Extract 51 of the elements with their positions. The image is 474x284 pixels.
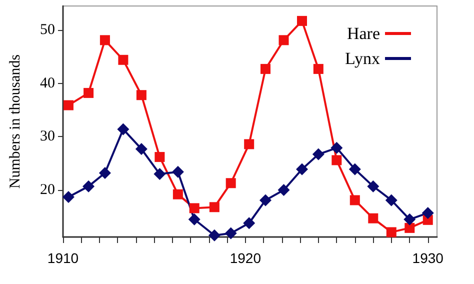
- point: [296, 16, 307, 26]
- point: [350, 195, 360, 206]
- point: [404, 222, 415, 233]
- point: [118, 54, 128, 65]
- point: [135, 142, 148, 155]
- point: [84, 88, 94, 98]
- x-tick-label: 1910: [47, 250, 79, 266]
- point: [332, 155, 342, 166]
- point: [172, 189, 183, 200]
- x-tick-label: 1930: [412, 250, 444, 266]
- point: [224, 227, 237, 240]
- point: [244, 139, 254, 150]
- point: [98, 166, 111, 179]
- point: [368, 213, 378, 224]
- point: [422, 206, 434, 219]
- point: [100, 35, 110, 46]
- point: [117, 123, 130, 136]
- point: [62, 190, 74, 203]
- point: [367, 180, 380, 192]
- point: [243, 217, 256, 230]
- y-tick-label: 20: [40, 182, 55, 198]
- point: [154, 152, 165, 162]
- point: [312, 148, 324, 160]
- point: [260, 194, 272, 206]
- point: [226, 178, 236, 188]
- point: [189, 203, 200, 214]
- point: [172, 166, 184, 178]
- point: [348, 163, 361, 176]
- point: [63, 100, 74, 110]
- point: [386, 227, 396, 238]
- point: [385, 194, 398, 206]
- y-tick-label: 40: [40, 75, 55, 92]
- point: [278, 184, 290, 196]
- y-tick-label: 30: [40, 128, 55, 145]
- point: [330, 142, 343, 154]
- point: [209, 202, 220, 212]
- point: [296, 163, 308, 176]
- x-tick-label: 1920: [230, 250, 262, 266]
- y-tick-label: 50: [40, 22, 55, 38]
- point: [278, 35, 289, 46]
- point: [188, 213, 200, 226]
- point: [208, 229, 220, 242]
- point: [154, 168, 166, 180]
- point: [260, 64, 271, 74]
- legend-label: Lynx: [345, 49, 380, 68]
- point: [313, 64, 324, 74]
- legend-label: Hare: [346, 24, 380, 43]
- point: [404, 213, 416, 226]
- y-axis-title: Numbers in thousands: [8, 54, 24, 189]
- point: [136, 90, 146, 100]
- point: [82, 180, 95, 192]
